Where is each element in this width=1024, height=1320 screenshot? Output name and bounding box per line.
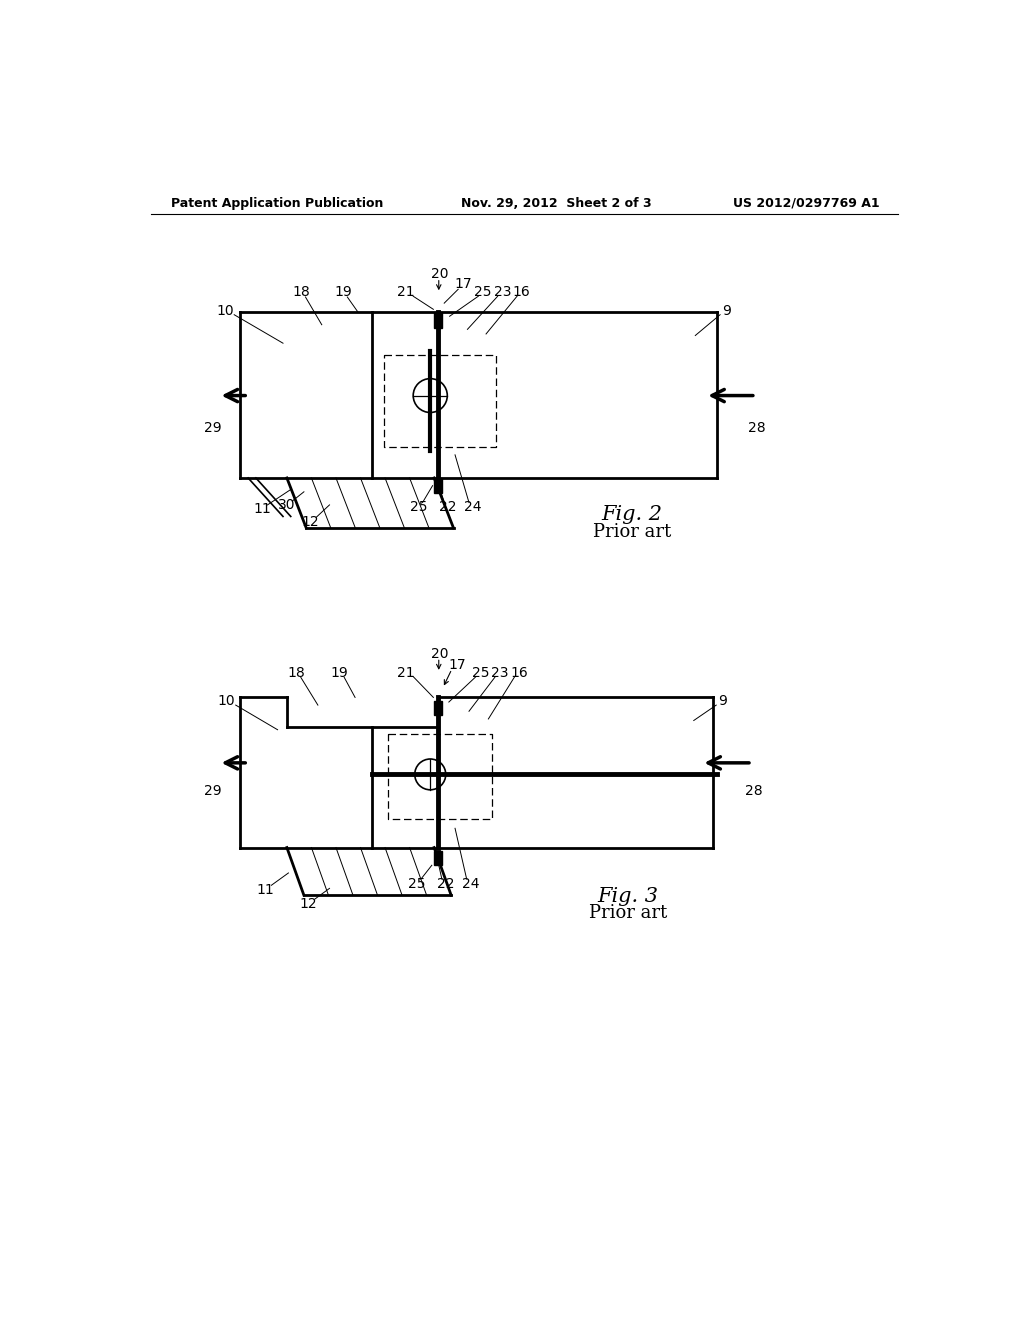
Text: 24: 24: [464, 500, 481, 515]
Text: 29: 29: [205, 421, 222, 434]
Text: Prior art: Prior art: [589, 904, 667, 921]
Bar: [434, 313, 442, 327]
Text: 12: 12: [300, 896, 317, 911]
Text: 16: 16: [511, 665, 528, 680]
Text: 25: 25: [408, 876, 425, 891]
Text: 22: 22: [437, 876, 455, 891]
Text: Nov. 29, 2012  Sheet 2 of 3: Nov. 29, 2012 Sheet 2 of 3: [461, 197, 652, 210]
Text: Patent Application Publication: Patent Application Publication: [171, 197, 383, 210]
Text: 21: 21: [396, 285, 415, 300]
Bar: [434, 851, 442, 866]
Text: 20: 20: [431, 267, 449, 281]
Text: 29: 29: [205, 784, 222, 799]
Text: 10: 10: [218, 694, 236, 709]
Text: US 2012/0297769 A1: US 2012/0297769 A1: [733, 197, 880, 210]
Text: 25: 25: [410, 500, 427, 515]
Text: 23: 23: [494, 285, 511, 300]
Bar: [434, 478, 442, 494]
Text: 25: 25: [474, 285, 492, 300]
Text: 19: 19: [335, 285, 352, 300]
Text: 22: 22: [438, 500, 456, 515]
Text: 18: 18: [292, 285, 309, 300]
Text: 23: 23: [492, 665, 509, 680]
Text: Fig. 2: Fig. 2: [601, 504, 663, 524]
Text: 24: 24: [462, 876, 479, 891]
Bar: [434, 701, 442, 715]
Text: 11: 11: [253, 502, 271, 516]
Text: 9: 9: [722, 304, 731, 318]
Text: 11: 11: [256, 883, 274, 896]
Text: 28: 28: [749, 421, 766, 434]
Text: 9: 9: [718, 694, 727, 709]
Text: Prior art: Prior art: [593, 523, 671, 541]
Text: Fig. 3: Fig. 3: [597, 887, 658, 906]
Text: 21: 21: [396, 665, 415, 680]
Text: 20: 20: [431, 647, 449, 660]
Text: 12: 12: [301, 515, 318, 529]
Text: 28: 28: [744, 784, 762, 799]
Text: 18: 18: [288, 665, 305, 680]
Text: 17: 17: [449, 659, 466, 672]
Text: 19: 19: [331, 665, 348, 680]
Text: 30: 30: [279, 498, 296, 512]
Text: 25: 25: [472, 665, 489, 680]
Text: 10: 10: [216, 304, 233, 318]
Text: 17: 17: [454, 277, 472, 290]
Text: 16: 16: [513, 285, 530, 300]
